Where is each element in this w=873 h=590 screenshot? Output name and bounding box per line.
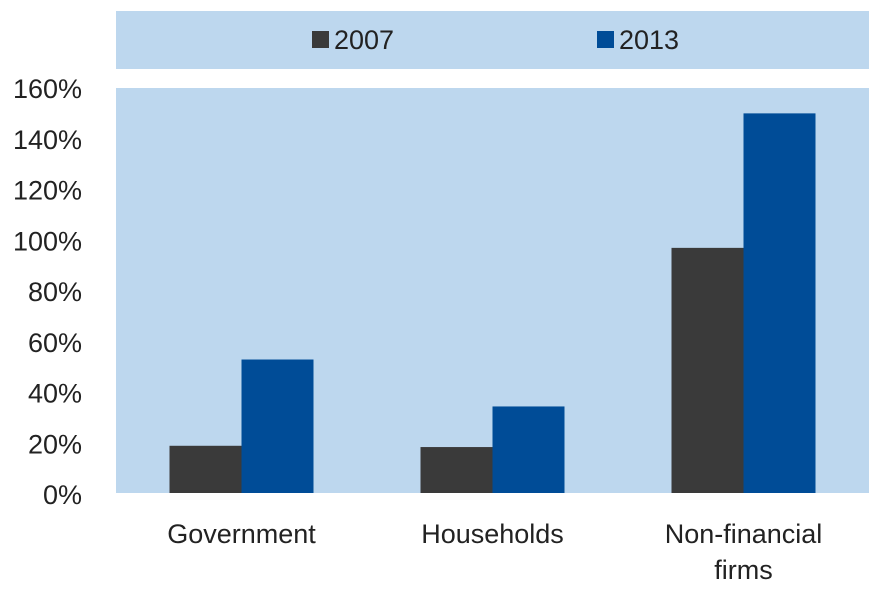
legend-label-2013: 2013 — [619, 25, 679, 55]
y-tick-label: 140% — [13, 125, 82, 155]
y-tick-label: 160% — [13, 74, 82, 104]
bar-2007-households — [420, 447, 493, 494]
legend-label-2007: 2007 — [334, 25, 394, 55]
legend-panel — [116, 11, 869, 69]
legend-swatch-2013 — [597, 31, 614, 48]
bars — [169, 113, 816, 494]
y-tick-label: 60% — [28, 328, 82, 358]
x-tick-label: Government — [167, 519, 316, 549]
y-tick-label: 20% — [28, 429, 82, 459]
y-axis: 0% 20% 40% 60% 80% 100% 120% 140% 160% — [13, 74, 82, 510]
legend-swatch-2007 — [312, 31, 329, 48]
y-tick-label: 0% — [43, 480, 82, 510]
bar-2013-non-financial-firms — [743, 113, 816, 494]
y-tick-label: 100% — [13, 226, 82, 256]
bar-2007-non-financial-firms — [671, 247, 744, 494]
x-tick-label: Non-financial firms — [665, 519, 823, 585]
bar-2007-government — [169, 445, 242, 494]
legend: 2007 2013 — [312, 25, 679, 55]
x-axis: Government Households Non-financial firms — [116, 493, 869, 585]
y-tick-label: 120% — [13, 176, 82, 206]
y-tick-label: 80% — [28, 277, 82, 307]
y-tick-label: 40% — [28, 379, 82, 409]
x-tick-label: Households — [421, 519, 564, 549]
bar-2013-government — [241, 359, 314, 494]
bar-2013-households — [492, 406, 565, 494]
